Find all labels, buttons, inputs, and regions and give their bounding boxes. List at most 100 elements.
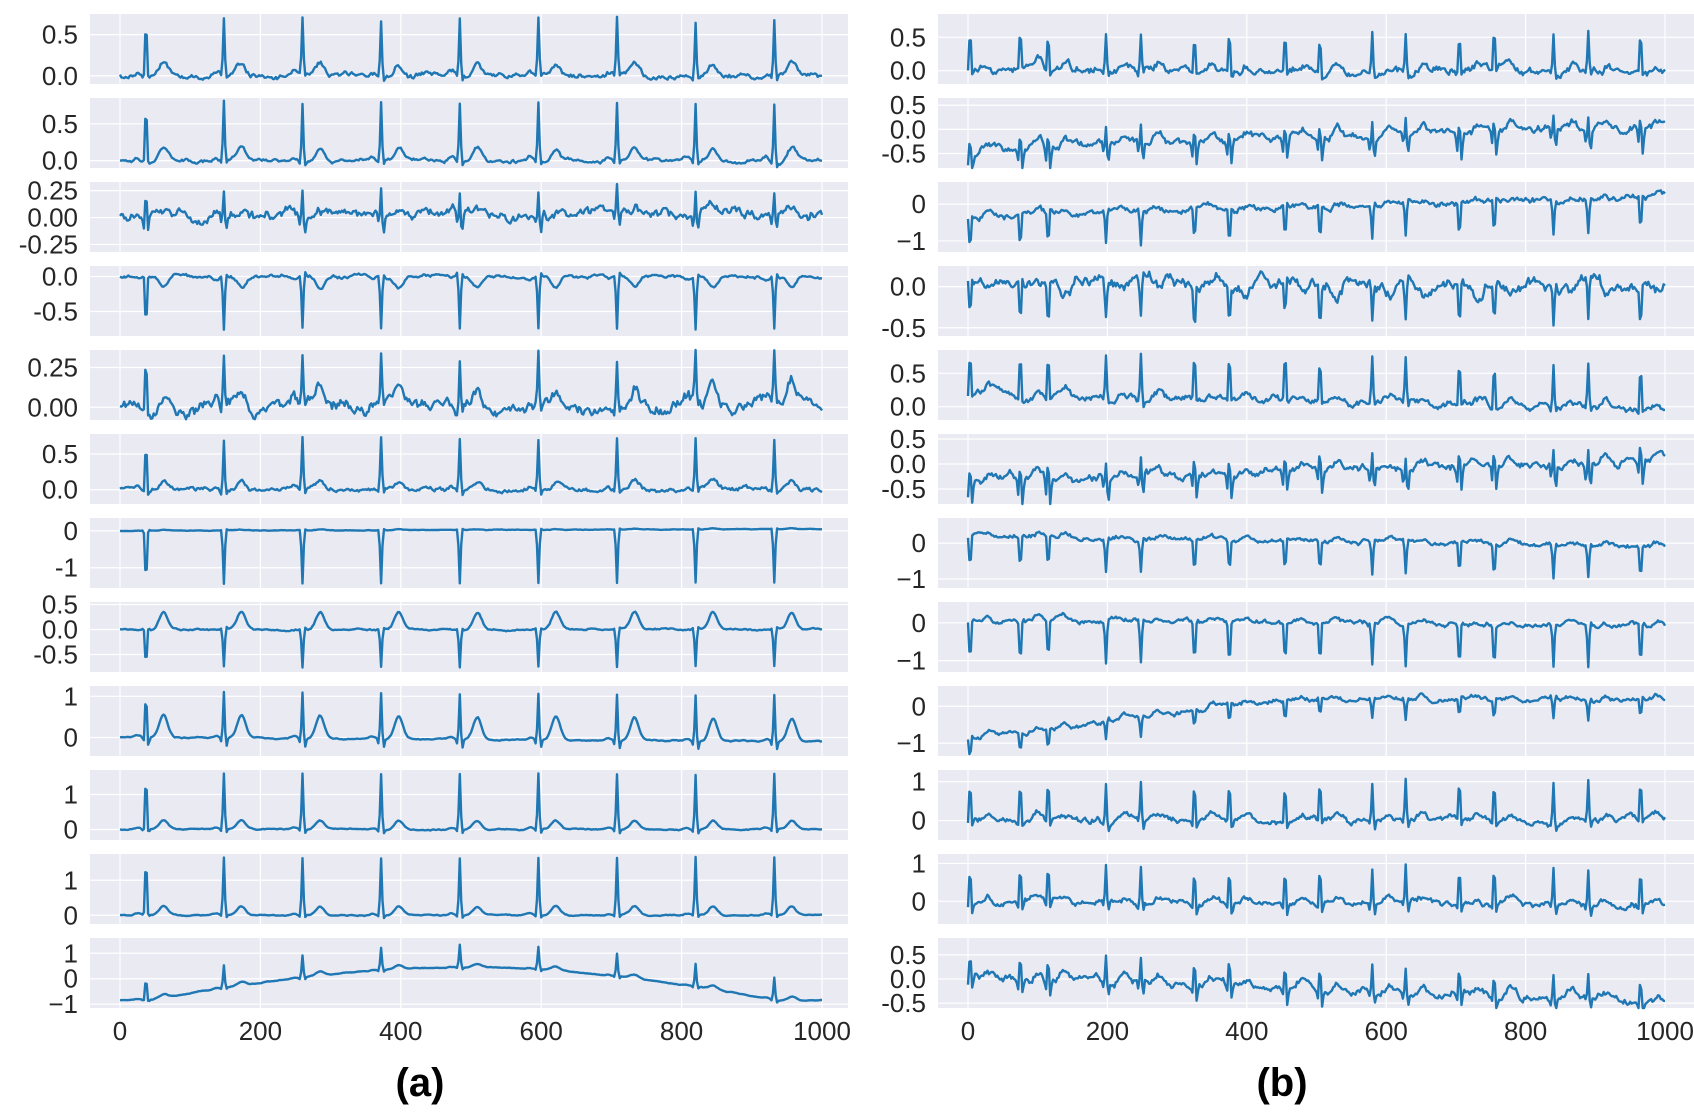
y-tick-label: 0 [912,608,926,638]
y-tick-label: 0 [64,900,78,930]
lead-11-subplot: 10 [912,848,1694,924]
panel-b-label: (b) [1256,1061,1307,1105]
y-tick-label: 0.25 [27,353,78,383]
plot-area [938,266,1694,336]
lead-5-subplot: 0.50.0 [890,350,1694,422]
ecg-trace-lead-9 [966,692,1666,756]
plot-area [90,686,848,756]
y-tick-label: -0.25 [19,229,78,259]
ecg-trace-lead-8 [120,610,823,669]
plot-area [90,98,848,168]
y-tick-label: 0.5 [890,90,926,120]
y-tick-label: 0 [64,516,78,546]
y-tick-label: −1 [896,564,926,594]
lead-6-subplot: 0.50.0-0.5 [881,424,1694,506]
y-tick-label: 0.5 [890,358,926,388]
y-tick-label: 0 [64,964,78,994]
y-tick-label: −1 [896,728,926,758]
ecg-trace-lead-6 [119,435,823,497]
plot-area [938,686,1694,756]
lead-12-subplot: 0.50.0-0.5 [881,938,1694,1018]
plot-area [90,602,848,672]
lead-1-subplot: 0.50.0 [890,14,1694,86]
ecg-trace-lead-7 [966,530,1666,580]
lead-6-subplot: 0.50.0 [42,434,848,505]
lead-3-subplot: 0.250.00-0.25 [19,176,848,259]
y-tick-label: 0.0 [890,114,926,144]
ecg-trace-lead-12 [119,943,822,1004]
lead-7-subplot: 0−1 [896,518,1694,594]
x-tick-label: 400 [1225,1016,1268,1046]
x-tick-label: 800 [660,1016,703,1046]
y-tick-label: 0.5 [42,109,78,139]
y-tick-label: 0.5 [890,940,926,970]
ecg-trace-lead-4 [119,271,823,331]
y-tick-label: -1 [55,553,78,583]
y-tick-label: 0.25 [27,176,78,206]
ecg-trace-lead-1 [118,15,823,82]
lead-8-subplot: 0−1 [896,602,1694,676]
lead-8-subplot: 0.50.0-0.5 [33,590,848,672]
plot-area [938,518,1694,588]
ecg-trace-lead-2 [966,114,1666,170]
y-tick-label: 0.5 [42,590,78,620]
ecg-trace-lead-3 [966,189,1666,247]
y-tick-label: 0 [64,815,78,845]
plot-area [938,350,1694,420]
x-tick-label: 400 [379,1016,422,1046]
y-tick-label: 0 [912,691,926,721]
lead-7-subplot: 0-1 [55,516,848,588]
panel-b: 0.50.00.50.0-0.50−10.0-0.50.50.00.50.0-0… [881,14,1694,1046]
y-tick-label: 0.0 [890,56,926,86]
y-tick-label: 0 [64,722,78,752]
y-tick-label: 1 [912,848,926,878]
panel-a-label: (a) [396,1061,445,1105]
lead-4-subplot: 0.0 -0.5 [33,262,848,336]
y-tick-label: -0.5 [881,474,926,504]
ecg-trace-lead-10 [966,777,1667,833]
lead-10-subplot: 10 [64,770,848,845]
ecg-trace-lead-8 [966,611,1667,669]
y-tick-label: 1 [912,767,926,797]
y-tick-label: 0.0 [42,61,78,91]
plot-area [90,434,848,504]
plot-area [938,98,1694,168]
y-tick-label: 0.5 [890,424,926,454]
y-tick-label: 1 [64,865,78,895]
x-tick-label: 1000 [793,1016,851,1046]
lead-12-subplot: 10−1 [48,938,848,1019]
y-tick-label: 0 [912,806,926,836]
ecg-trace-lead-5 [966,352,1666,415]
y-tick-label: 1 [64,938,78,968]
y-tick-label: -0.5 [881,139,926,169]
plot-area [938,182,1694,252]
y-tick-label: 0.0 [890,449,926,479]
y-tick-label: -0.5 [881,988,926,1018]
x-tick-label: 0 [113,1016,127,1046]
ecg-trace-lead-1 [966,29,1666,81]
lead-1-subplot: 0.50.0 [42,14,848,91]
lead-10-subplot: 10 [912,767,1694,840]
lead-9-subplot: 0−1 [896,686,1694,758]
x-tick-label: 600 [520,1016,563,1046]
plot-area [90,14,848,84]
lead-2-subplot: 0.50.0 [42,98,848,176]
lead-5-subplot: 0.25 0.00 [27,348,848,422]
ecg-trace-lead-5 [119,348,823,421]
lead-11-subplot: 10 [64,854,848,930]
y-tick-label: 0.0 [42,615,78,645]
lead-9-subplot: 10 [64,681,848,756]
plot-area [938,602,1694,672]
y-tick-label: 0.5 [42,20,78,50]
plot-area [90,350,848,420]
ecg-trace-lead-6 [966,446,1666,506]
y-tick-label: −1 [896,646,926,676]
y-tick-label: 0.0 [42,262,78,292]
ecg-trace-lead-11 [119,855,823,920]
y-tick-label: 0 [912,189,926,219]
ecg-trace-lead-2 [119,99,823,169]
y-tick-label: -0.5 [881,313,926,343]
panel-a: 0.50.00.50.00.250.00-0.250.0-0.50.250.00… [19,14,851,1046]
ecg-trace-lead-7 [119,527,823,585]
